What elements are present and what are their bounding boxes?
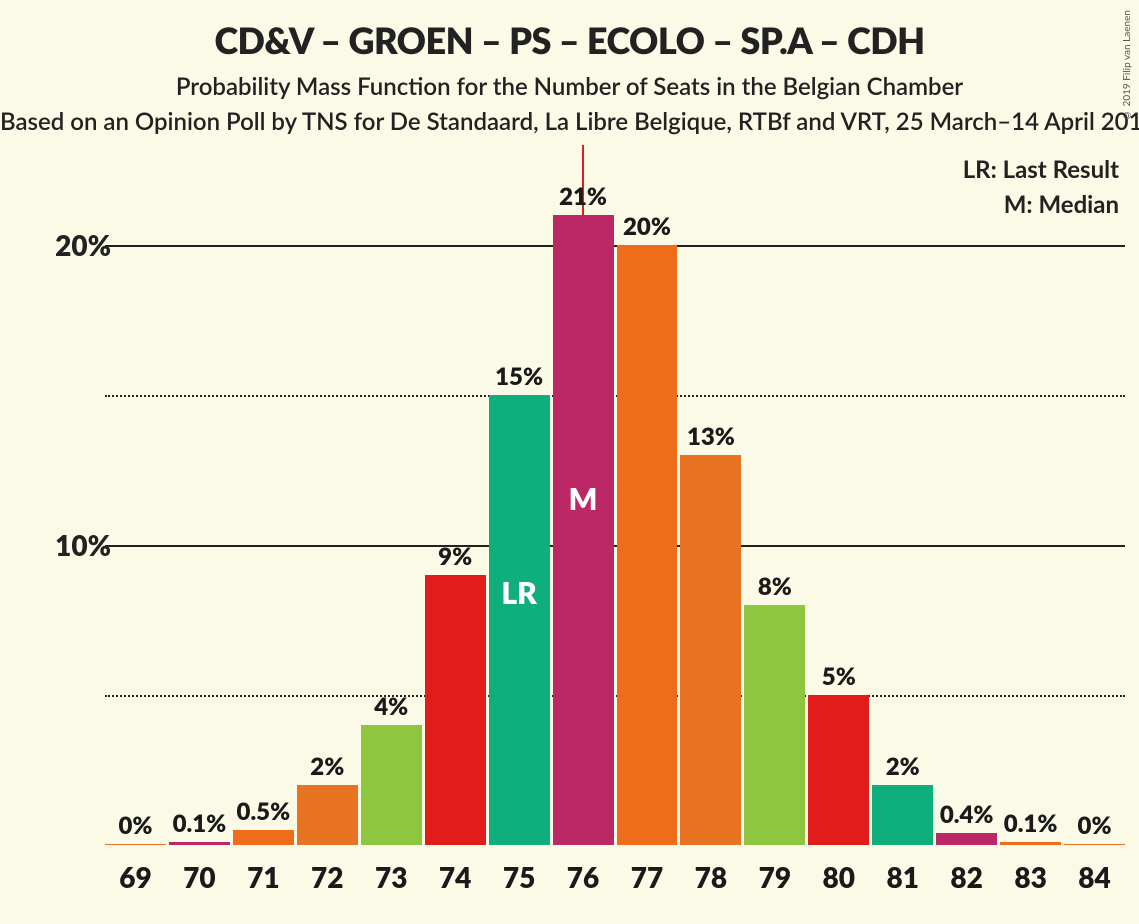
bar: 20%: [617, 245, 678, 845]
x-tick-label: 69: [105, 860, 166, 894]
bar-value-label: 8%: [758, 572, 792, 601]
bar: 15%LR: [489, 395, 550, 845]
bar-value-label: 0%: [1078, 811, 1112, 840]
bar-slot: 9%: [425, 575, 486, 845]
x-tick-label: 70: [169, 860, 230, 894]
x-tick-label: 73: [361, 860, 422, 894]
bar-slot: 0%: [1064, 844, 1125, 845]
x-tick-label: 76: [553, 860, 614, 894]
bar-slot: 0.4%: [936, 833, 997, 845]
bar-slot: 0%: [105, 844, 166, 845]
bar-slot: 4%: [361, 725, 422, 845]
chart-subtitle2: Based on an Opinion Poll by TNS for De S…: [0, 107, 1139, 136]
x-tick-label: 72: [297, 860, 358, 894]
bar-value-label: 0%: [118, 811, 152, 840]
bar-slot: 2%: [297, 785, 358, 845]
bar-slot: 13%: [680, 455, 741, 845]
bar: 21%M: [553, 215, 614, 845]
x-tick-label: 83: [1000, 860, 1061, 894]
bar-slot: 20%: [617, 245, 678, 845]
bar: 0%: [105, 844, 166, 845]
bar: 8%: [744, 605, 805, 845]
bar-value-label: 2%: [886, 752, 920, 781]
bar: 0.4%: [936, 833, 997, 845]
bar-value-label: 2%: [310, 752, 344, 781]
legend-lr: LR: Last Result: [963, 155, 1119, 184]
bar-inner-label: M: [569, 481, 598, 517]
x-tick-label: 81: [872, 860, 933, 894]
bar-value-label: 4%: [374, 692, 408, 721]
x-tick-label: 84: [1064, 860, 1125, 894]
copyright-label: © 2019 Filip van Laenen: [1121, 10, 1133, 121]
bar: 2%: [872, 785, 933, 845]
bar-value-label: 0.4%: [940, 800, 994, 829]
bar-value-label: 0.1%: [1004, 809, 1058, 838]
bar: 2%: [297, 785, 358, 845]
x-tick-label: 78: [680, 860, 741, 894]
bar: 9%: [425, 575, 486, 845]
bar: 13%: [680, 455, 741, 845]
chart-subtitle: Probability Mass Function for the Number…: [0, 72, 1139, 101]
bar-slot: 21%M: [553, 215, 614, 845]
chart-plot-area: 0%0.1%0.5%2%4%9%15%LR21%M20%13%8%5%2%0.4…: [105, 185, 1125, 845]
bar: 0.1%: [1000, 842, 1061, 845]
y-tick-label: 10%: [55, 528, 111, 562]
x-tick-label: 74: [425, 860, 486, 894]
bars-container: 0%0.1%0.5%2%4%9%15%LR21%M20%13%8%5%2%0.4…: [105, 185, 1125, 845]
x-tick-label: 80: [808, 860, 869, 894]
bar-value-label: 9%: [438, 542, 472, 571]
bar-value-label: 20%: [623, 212, 671, 241]
chart-title: CD&V – GROEN – PS – ECOLO – SP.A – CDH: [0, 0, 1139, 62]
bar: 0%: [1064, 844, 1125, 845]
bar-value-label: 13%: [687, 422, 735, 451]
bar: 4%: [361, 725, 422, 845]
x-tick-label: 71: [233, 860, 294, 894]
bar-slot: 2%: [872, 785, 933, 845]
bar-slot: 0.1%: [1000, 842, 1061, 845]
bar: 0.5%: [233, 830, 294, 845]
x-tick-label: 79: [744, 860, 805, 894]
x-tick-label: 75: [489, 860, 550, 894]
bar: 5%: [808, 695, 869, 845]
bar-value-label: 15%: [495, 362, 543, 391]
bar-value-label: 0.1%: [173, 809, 227, 838]
bar-value-label: 0.5%: [237, 797, 291, 826]
bar-inner-label: LR: [501, 575, 536, 611]
bar-slot: 5%: [808, 695, 869, 845]
bar-slot: 0.5%: [233, 830, 294, 845]
bar-value-label: 5%: [822, 662, 856, 691]
bar-slot: 0.1%: [169, 842, 230, 845]
bar-value-label: 21%: [559, 182, 607, 211]
x-tick-label: 82: [936, 860, 997, 894]
x-tick-label: 77: [617, 860, 678, 894]
bar: 0.1%: [169, 842, 230, 845]
bar-slot: 15%LR: [489, 395, 550, 845]
y-tick-label: 20%: [55, 228, 111, 262]
bar-slot: 8%: [744, 605, 805, 845]
x-axis-labels: 69707172737475767778798081828384: [105, 860, 1125, 894]
